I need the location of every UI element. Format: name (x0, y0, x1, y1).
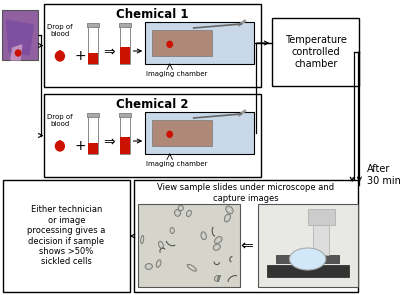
Text: Chemical 2: Chemical 2 (116, 98, 189, 111)
Ellipse shape (201, 232, 206, 240)
Ellipse shape (290, 248, 326, 270)
Bar (313, 214, 329, 255)
Bar (152, 30, 212, 56)
Text: $\Rightarrow$: $\Rightarrow$ (101, 134, 117, 148)
Bar (258, 204, 358, 287)
Circle shape (16, 50, 21, 56)
Ellipse shape (202, 234, 205, 238)
Ellipse shape (145, 263, 152, 269)
Ellipse shape (226, 206, 233, 214)
Circle shape (167, 41, 172, 47)
Text: Drop of
blood: Drop of blood (47, 24, 73, 37)
Bar (120, 116, 130, 154)
Polygon shape (6, 20, 34, 55)
Ellipse shape (174, 209, 181, 216)
Text: $\Rightarrow$: $\Rightarrow$ (101, 44, 117, 58)
Bar (145, 22, 254, 64)
Text: View sample slides under microscope and
capture images: View sample slides under microscope and … (157, 183, 334, 203)
Bar (134, 180, 358, 292)
Ellipse shape (214, 237, 222, 244)
Ellipse shape (215, 245, 218, 249)
Ellipse shape (216, 238, 220, 242)
Bar (120, 47, 130, 64)
Polygon shape (57, 50, 63, 55)
Text: $\Leftarrow$: $\Leftarrow$ (238, 237, 255, 252)
Bar (145, 112, 254, 154)
Polygon shape (57, 140, 63, 145)
Bar (120, 26, 130, 64)
Ellipse shape (156, 260, 161, 267)
Circle shape (56, 141, 64, 151)
Ellipse shape (214, 276, 220, 281)
Bar (88, 26, 98, 64)
Ellipse shape (224, 214, 230, 222)
Text: Chemical 1: Chemical 1 (116, 7, 189, 20)
Bar (88, 53, 98, 64)
Ellipse shape (187, 264, 196, 271)
Bar (272, 18, 359, 86)
Bar (44, 4, 261, 87)
Bar (138, 204, 240, 287)
Ellipse shape (213, 244, 220, 250)
Text: Temperature
controlled
chamber: Temperature controlled chamber (285, 35, 347, 69)
Text: After
30 min: After 30 min (367, 164, 400, 186)
Circle shape (167, 131, 172, 137)
Ellipse shape (141, 235, 144, 244)
Bar (87, 113, 99, 117)
Ellipse shape (158, 241, 163, 248)
Text: Drop of
blood: Drop of blood (47, 114, 73, 127)
Ellipse shape (178, 205, 183, 211)
Text: Imaging chamber: Imaging chamber (146, 161, 208, 167)
Bar (152, 120, 212, 146)
Text: +: + (74, 139, 86, 153)
Text: +: + (74, 49, 86, 63)
Ellipse shape (157, 262, 160, 266)
Ellipse shape (188, 212, 190, 215)
Polygon shape (11, 45, 22, 60)
Ellipse shape (180, 207, 182, 209)
Ellipse shape (190, 266, 194, 270)
Ellipse shape (142, 237, 143, 242)
Bar (276, 255, 340, 263)
Bar (3, 180, 130, 292)
Ellipse shape (216, 277, 218, 280)
Bar (87, 23, 99, 27)
Text: Either technician
or image
processing gives a
decision if sample
shows >50%
sick: Either technician or image processing gi… (27, 206, 106, 266)
Bar (119, 113, 131, 117)
Ellipse shape (228, 208, 231, 212)
Text: Imaging chamber: Imaging chamber (146, 71, 208, 77)
Bar (119, 23, 131, 27)
Ellipse shape (170, 227, 174, 234)
Bar (88, 116, 98, 154)
Circle shape (56, 51, 64, 61)
Bar (2, 10, 38, 60)
Bar (44, 94, 261, 177)
Ellipse shape (160, 243, 162, 247)
Bar (120, 137, 130, 154)
Ellipse shape (147, 265, 151, 268)
Bar (88, 143, 98, 154)
Bar (308, 209, 335, 225)
Ellipse shape (176, 211, 179, 215)
Ellipse shape (186, 210, 192, 217)
Ellipse shape (226, 216, 229, 220)
Bar (267, 265, 348, 277)
Ellipse shape (171, 229, 173, 232)
